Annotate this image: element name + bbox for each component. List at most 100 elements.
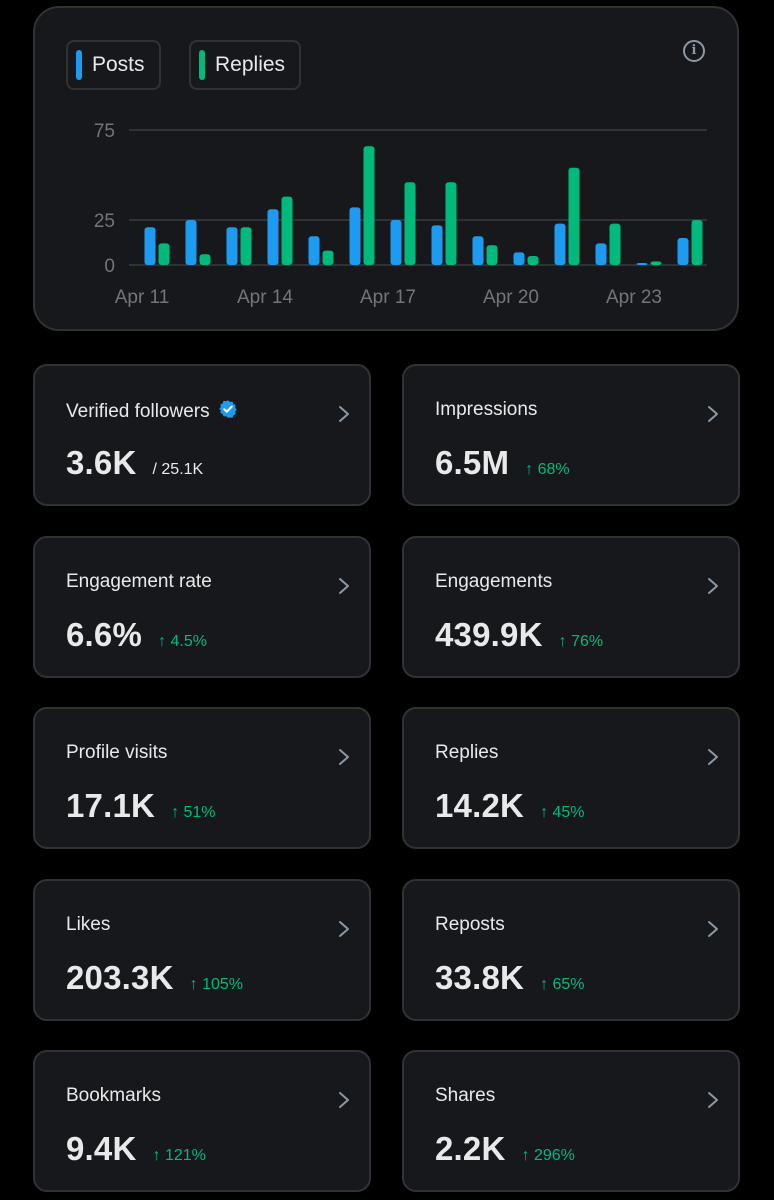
- metric-label: Engagement rate: [66, 571, 212, 593]
- metric-label: Impressions: [435, 399, 537, 421]
- bar-replies-apr-19: [486, 245, 498, 265]
- metric-label: Engagements: [435, 571, 552, 593]
- metric-value: 6.5M: [435, 444, 510, 481]
- legend-replies-button[interactable]: Replies: [189, 40, 302, 90]
- verified-badge-icon: [218, 399, 238, 425]
- bar-posts-apr-18: [431, 225, 443, 265]
- chevron-right-icon: [706, 747, 720, 772]
- metric-change: ↑ 65%: [540, 976, 585, 993]
- bar-posts-apr-13: [226, 227, 238, 265]
- metric-card-shares[interactable]: Shares 2.2K ↑ 296%: [402, 1050, 740, 1192]
- bar-replies-apr-17: [404, 182, 416, 265]
- metric-label: Replies: [435, 742, 498, 764]
- bar-replies-apr-23: [650, 261, 662, 265]
- metric-total: / 25.1K: [152, 461, 204, 478]
- metric-card-bookmarks[interactable]: Bookmarks 9.4K ↑ 121%: [33, 1050, 371, 1192]
- metric-card-replies[interactable]: Replies 14.2K ↑ 45%: [402, 707, 740, 849]
- metric-card-engagements[interactable]: Engagements 439.9K ↑ 76%: [402, 536, 740, 678]
- metric-label-text: Impressions: [435, 399, 538, 420]
- bar-replies-apr-15: [322, 250, 334, 265]
- y-tick-label: 75: [94, 121, 115, 142]
- bar-replies-apr-24: [691, 220, 703, 265]
- bar-posts-apr-21: [554, 223, 566, 265]
- metric-label-text: Likes: [66, 914, 111, 935]
- y-tick-label: 25: [94, 211, 115, 232]
- metric-value: 203.3K: [66, 959, 174, 996]
- metric-value-row: 6.6% ↑ 4.5%: [66, 616, 207, 654]
- metric-change: ↑ 105%: [189, 976, 243, 993]
- legend-posts-label: Posts: [92, 53, 145, 76]
- bar-replies-apr-20: [527, 256, 539, 265]
- metric-label-text: Verified followers: [66, 401, 210, 422]
- metric-value-row: 203.3K ↑ 105%: [66, 959, 243, 997]
- metric-change: ↑ 68%: [525, 461, 570, 478]
- metric-label-text: Engagement rate: [66, 571, 212, 592]
- chart-card: Posts Replies i 0 25 75 Apr 11 Apr 14 Apr 17 A…: [33, 6, 739, 331]
- metric-value-row: 6.5M ↑ 68%: [435, 444, 570, 482]
- chevron-right-icon: [706, 576, 720, 601]
- legend-posts-swatch: [76, 50, 82, 80]
- metric-value: 9.4K: [66, 1130, 137, 1167]
- bar-replies-apr-11: [158, 243, 170, 265]
- metric-card-likes[interactable]: Likes 203.3K ↑ 105%: [33, 879, 371, 1021]
- metric-label: Reposts: [435, 914, 505, 936]
- metric-change: ↑ 45%: [540, 804, 585, 821]
- bar-replies-apr-12: [199, 254, 211, 265]
- metric-value-row: 33.8K ↑ 65%: [435, 959, 585, 997]
- bar-replies-apr-16: [363, 146, 375, 265]
- metric-label: Shares: [435, 1085, 495, 1107]
- chevron-right-icon: [337, 576, 351, 601]
- metric-card-profile-visits[interactable]: Profile visits 17.1K ↑ 51%: [33, 707, 371, 849]
- metric-card-engagement-rate[interactable]: Engagement rate 6.6% ↑ 4.5%: [33, 536, 371, 678]
- metric-card-reposts[interactable]: Reposts 33.8K ↑ 65%: [402, 879, 740, 1021]
- chevron-right-icon: [337, 747, 351, 772]
- metric-label-text: Bookmarks: [66, 1085, 162, 1106]
- bar-replies-apr-22: [609, 223, 621, 265]
- x-tick-label: Apr 17: [360, 287, 416, 308]
- chevron-right-icon: [706, 1090, 720, 1115]
- x-tick-label: Apr 23: [606, 287, 662, 308]
- metric-label-text: Engagements: [435, 571, 553, 592]
- bar-replies-apr-14: [281, 196, 293, 265]
- bar-posts-apr-22: [595, 243, 607, 265]
- metric-label-text: Shares: [435, 1085, 496, 1106]
- legend-replies-swatch: [199, 50, 205, 80]
- bar-posts-apr-17: [390, 220, 402, 265]
- metric-label: Profile visits: [66, 742, 167, 764]
- metric-card-verified-followers[interactable]: Verified followers 3.6K / 25.1K: [33, 364, 371, 506]
- bar-replies-apr-13: [240, 227, 252, 265]
- bar-posts-apr-24: [677, 238, 689, 265]
- metric-value: 17.1K: [66, 787, 156, 824]
- metric-label-text: Replies: [435, 742, 499, 763]
- metric-change: ↑ 76%: [558, 633, 604, 650]
- metric-value: 14.2K: [435, 787, 525, 824]
- chevron-right-icon: [706, 404, 720, 429]
- metric-label-text: Reposts: [435, 914, 505, 935]
- bar-posts-apr-12: [185, 220, 197, 265]
- chevron-right-icon: [706, 919, 720, 944]
- metric-value: 2.2K: [435, 1130, 506, 1167]
- metric-label: Likes: [66, 914, 110, 936]
- bar-posts-apr-14: [267, 209, 279, 265]
- bar-replies-apr-21: [568, 167, 580, 265]
- metric-change: ↑ 296%: [521, 1147, 575, 1164]
- metric-value-row: 9.4K ↑ 121%: [66, 1130, 206, 1168]
- metric-label-text: Profile visits: [66, 742, 168, 763]
- metric-label: Bookmarks: [66, 1085, 161, 1107]
- metric-value-row: 3.6K / 25.1K: [66, 444, 203, 482]
- bar-posts-apr-15: [308, 236, 320, 265]
- metric-value: 33.8K: [435, 959, 525, 996]
- bar-posts-apr-11: [144, 227, 156, 265]
- metric-value: 3.6K: [66, 444, 137, 481]
- legend-posts-button[interactable]: Posts: [66, 40, 161, 90]
- metric-change: ↑ 121%: [152, 1147, 206, 1164]
- info-circle-icon[interactable]: i: [683, 40, 705, 62]
- metric-value-row: 14.2K ↑ 45%: [435, 787, 585, 825]
- y-tick-label: 0: [104, 256, 115, 277]
- metric-value-row: 17.1K ↑ 51%: [66, 787, 216, 825]
- chevron-right-icon: [337, 404, 351, 429]
- bar-posts-apr-19: [472, 236, 484, 265]
- metric-card-impressions[interactable]: Impressions 6.5M ↑ 68%: [402, 364, 740, 506]
- metric-value-row: 2.2K ↑ 296%: [435, 1130, 575, 1168]
- metric-value-row: 439.9K ↑ 76%: [435, 616, 603, 654]
